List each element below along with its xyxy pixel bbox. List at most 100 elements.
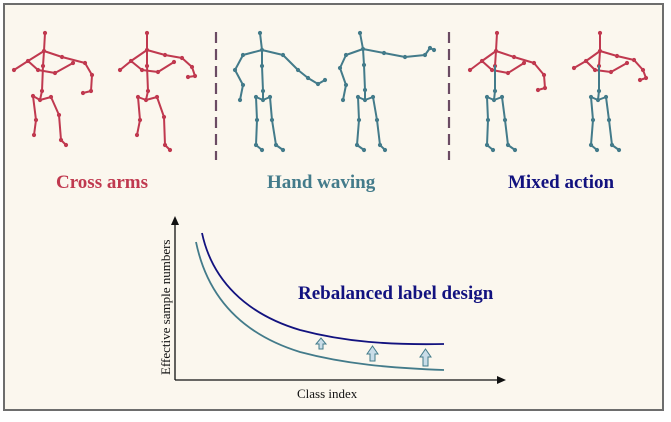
skeleton-joint [361, 147, 367, 153]
skeleton-joint [254, 117, 260, 123]
skeleton-joint [192, 73, 198, 79]
skeleton-joint [541, 72, 547, 78]
skeleton-joint [427, 45, 433, 51]
label-cross-arms: Cross arms [56, 172, 149, 193]
skeleton-joint [25, 58, 31, 64]
skeleton-joint [511, 54, 517, 60]
skeleton-joint [531, 60, 537, 66]
skeleton-joint [608, 69, 614, 75]
skeleton-joint [137, 117, 143, 123]
skeleton-joint [240, 52, 246, 58]
rebalance-arrows [314, 337, 432, 367]
skeleton-joint [35, 67, 41, 73]
skeleton-joint [59, 54, 65, 60]
up-arrow-icon [366, 345, 379, 362]
skeleton-joint [273, 142, 279, 148]
skeleton-joint [597, 48, 603, 54]
skeleton-joint [343, 82, 349, 88]
skeleton-joint [139, 67, 145, 73]
skeleton-joint [370, 94, 376, 100]
skeleton-joint [269, 117, 275, 123]
skeleton-joint [505, 70, 511, 76]
skeleton-joint [467, 67, 473, 73]
skeleton-joint [489, 67, 495, 73]
skeleton-joint [260, 97, 266, 103]
skeleton-joint [305, 75, 311, 81]
skeleton-joint [42, 30, 48, 36]
skeleton-joint [362, 97, 368, 103]
skeleton-joint [134, 132, 140, 138]
skeleton-joint [377, 142, 383, 148]
skeleton-joint [70, 60, 76, 66]
skeleton-mixed-action-2 [571, 30, 649, 153]
y-axis-label: Effective sample numbers [158, 239, 173, 376]
skeleton-joint [315, 81, 321, 87]
skeleton-joint [357, 30, 363, 36]
skeleton-joint [360, 46, 366, 52]
skeleton-joint [41, 48, 47, 54]
skeleton-joint [162, 142, 168, 148]
skeleton-joint [614, 53, 620, 59]
skeleton-joint [253, 142, 259, 148]
skeleton-joint [63, 142, 69, 148]
skeleton-joint [588, 94, 594, 100]
chart-title: Rebalanced label design [298, 283, 494, 304]
skeleton-joint [31, 132, 37, 138]
skeleton-joint [374, 117, 380, 123]
up-arrow-icon [419, 348, 432, 367]
skeleton-joint [606, 117, 612, 123]
skeleton-joint [144, 30, 150, 36]
skeleton-joint [361, 62, 367, 68]
skeleton-joint [484, 94, 490, 100]
skeleton-joint [381, 50, 387, 56]
skeleton-joint [402, 54, 408, 60]
rebalanced-distribution-curve [201, 232, 445, 346]
x-axis-label: Class index [297, 386, 358, 401]
skeleton-joint [588, 142, 594, 148]
skeleton-joint [30, 93, 36, 99]
skeleton-joint [259, 63, 265, 69]
skeleton-joint [280, 52, 286, 58]
skeleton-joint [337, 65, 343, 71]
skeleton-joint [595, 97, 601, 103]
skeleton-joint [48, 94, 54, 100]
skeleton-joint [382, 147, 388, 153]
skeleton-joint [343, 52, 349, 58]
skeleton-joint [431, 47, 437, 53]
skeleton-joint [356, 117, 362, 123]
skeleton-joint [232, 67, 238, 73]
up-arrow-icon [314, 337, 328, 350]
skeleton-joint [253, 94, 259, 100]
skeleton-joint [512, 147, 518, 153]
skeleton-joint [144, 63, 150, 69]
skeleton-joint [257, 30, 263, 36]
skeleton-joint [479, 58, 485, 64]
skeleton-joint [143, 97, 149, 103]
skeleton-joint [583, 58, 589, 64]
skeleton-joint [484, 142, 490, 148]
original-distribution-curve [195, 241, 445, 371]
skeleton-joint [171, 59, 177, 65]
figure-frame [3, 3, 664, 411]
skeleton-joint [33, 117, 39, 123]
skeleton-joint [355, 94, 361, 100]
skeleton-joint [179, 55, 185, 61]
chart-axes [171, 216, 506, 384]
skeleton-joint [145, 88, 151, 94]
skeleton-joint [322, 77, 328, 83]
skeleton-joint [295, 67, 301, 73]
skeleton-joint [535, 87, 541, 93]
skeleton-hand-waving-2 [337, 30, 437, 153]
skeleton-joint [592, 67, 598, 73]
skeleton-joint [493, 48, 499, 54]
skeleton-joint [240, 82, 246, 88]
skeleton-joint [80, 90, 86, 96]
skeleton-joint [56, 112, 62, 118]
skeleton-joint [542, 85, 548, 91]
skeleton-hand-waving-1 [232, 30, 328, 153]
skeleton-joint [189, 64, 195, 70]
skeleton-joint [128, 58, 134, 64]
skeleton-joint [643, 75, 649, 81]
skeleton-joint [521, 60, 527, 66]
